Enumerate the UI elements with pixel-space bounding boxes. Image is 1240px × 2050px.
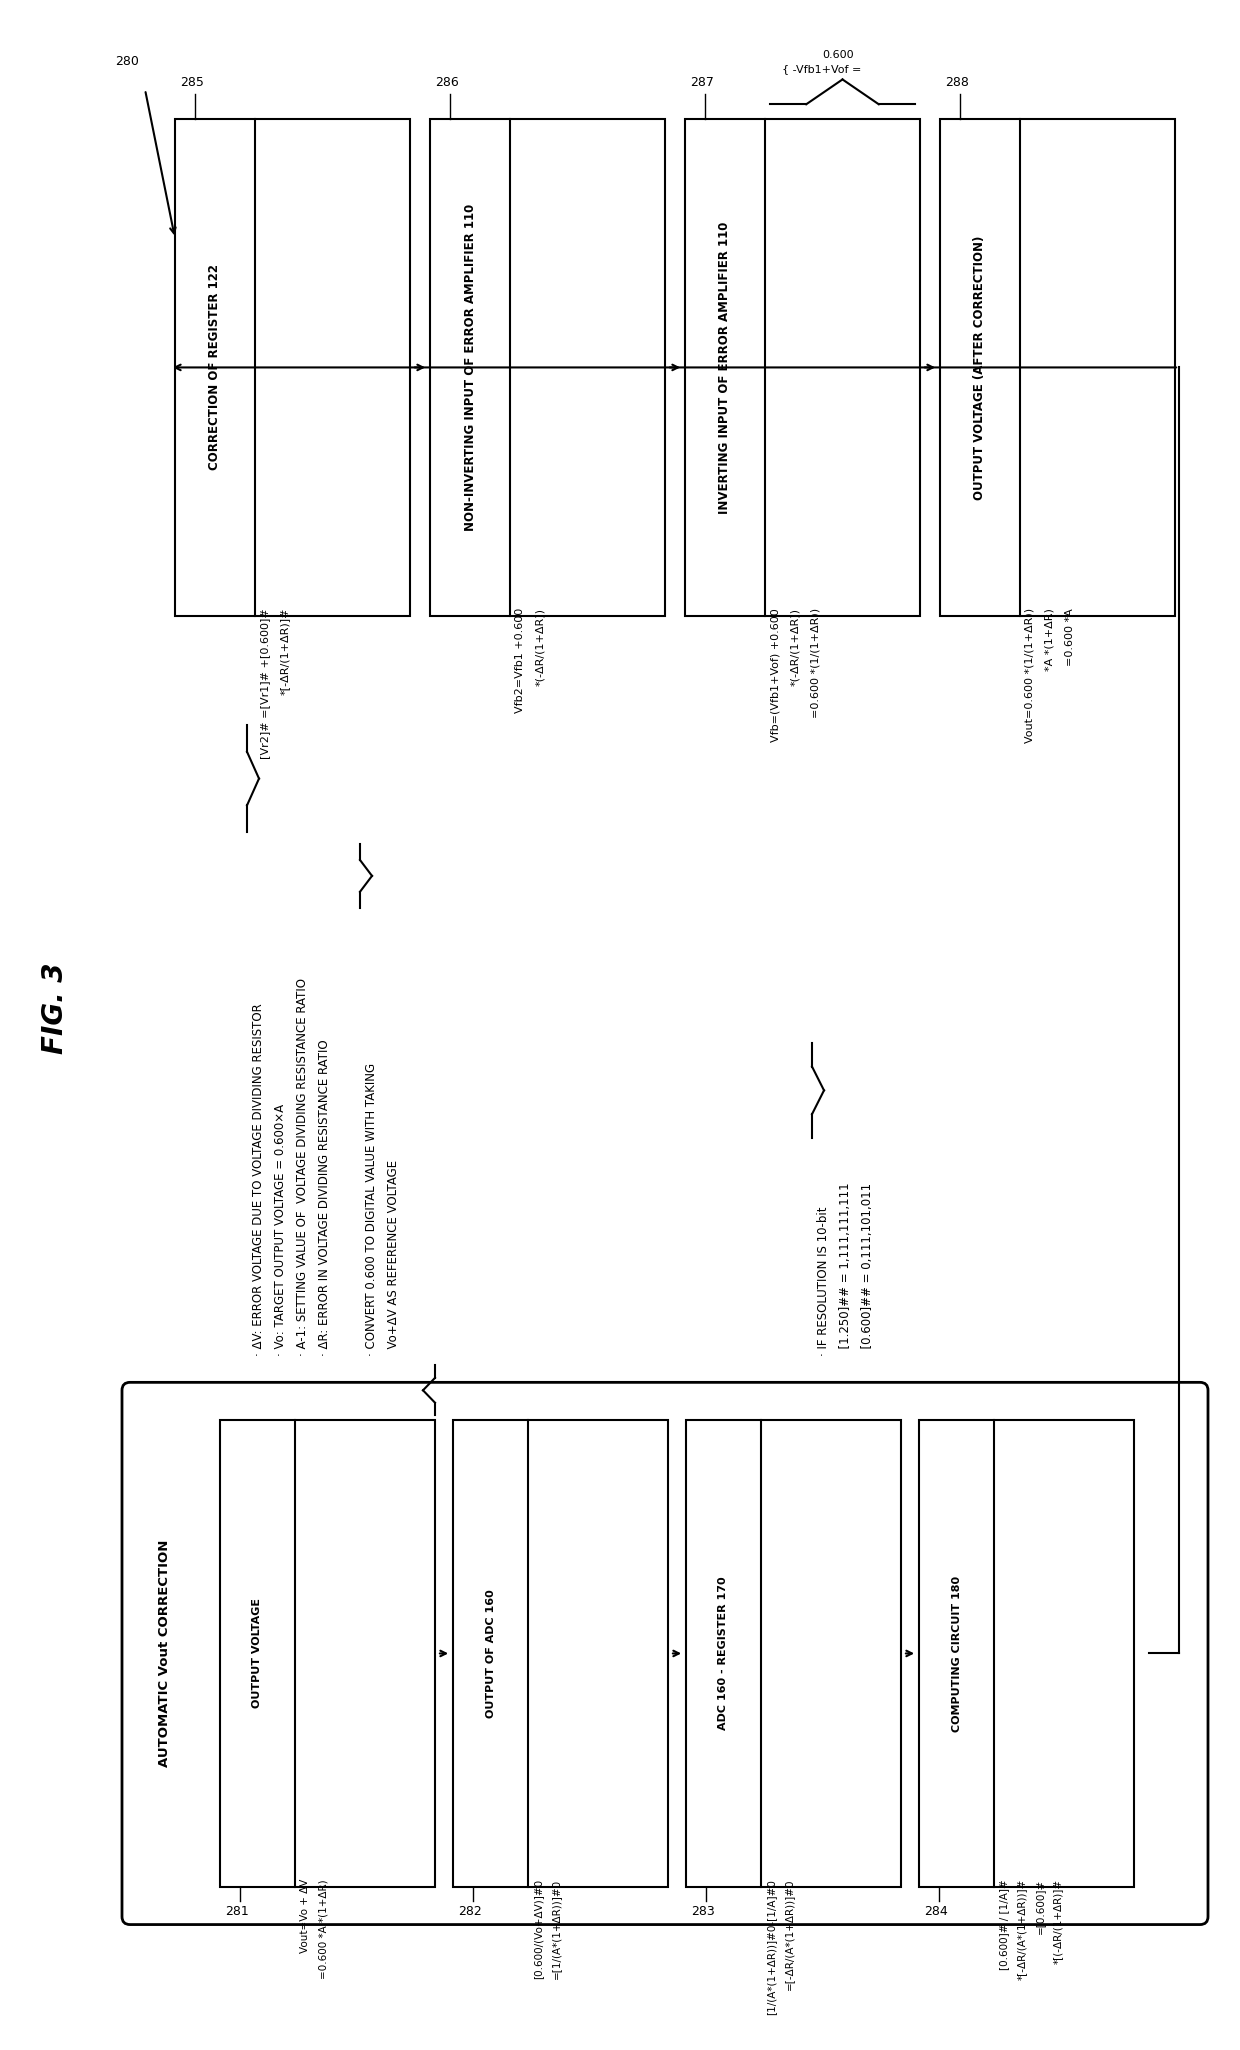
- Text: 0.600: 0.600: [822, 49, 854, 59]
- Text: · A-1: SETTING VALUE OF  VOLTAGE DIVIDING RESISTANCE RATIO: · A-1: SETTING VALUE OF VOLTAGE DIVIDING…: [296, 978, 309, 1355]
- Text: 280: 280: [115, 55, 139, 68]
- Text: *A *(1+ΔR): *A *(1+ΔR): [1045, 607, 1055, 670]
- Text: · ΔR: ERROR IN VOLTAGE DIVIDING RESISTANCE RATIO: · ΔR: ERROR IN VOLTAGE DIVIDING RESISTAN…: [317, 1039, 331, 1355]
- Text: NON-INVERTING INPUT OF ERROR AMPLIFIER 110: NON-INVERTING INPUT OF ERROR AMPLIFIER 1…: [464, 203, 476, 531]
- Text: OUTPUT VOLTAGE: OUTPUT VOLTAGE: [253, 1599, 263, 1708]
- Text: 282: 282: [458, 1904, 482, 1917]
- Text: ADC 160 - REGISTER 170: ADC 160 - REGISTER 170: [718, 1576, 729, 1730]
- Text: · IF RESOLUTION IS 10-bit: · IF RESOLUTION IS 10-bit: [817, 1205, 830, 1355]
- Text: COMPUTING CIRCUIT 180: COMPUTING CIRCUIT 180: [951, 1574, 961, 1732]
- Text: OUTPUT OF ADC 160: OUTPUT OF ADC 160: [486, 1589, 496, 1718]
- Text: *(-ΔR/(1+ΔR)): *(-ΔR/(1+ΔR)): [534, 607, 546, 687]
- Text: =0.600 *A: =0.600 *A: [1065, 607, 1075, 666]
- FancyBboxPatch shape: [122, 1382, 1208, 1925]
- Text: CORRECTION OF REGISTER 122: CORRECTION OF REGISTER 122: [208, 264, 222, 469]
- Text: [Vr2]# =[Vr1]# +[0.600]#: [Vr2]# =[Vr1]# +[0.600]#: [260, 607, 270, 758]
- Bar: [686, 1421, 901, 1886]
- Text: Vfb2=Vfb1 +0.600: Vfb2=Vfb1 +0.600: [515, 607, 525, 713]
- Text: 287: 287: [689, 76, 714, 90]
- Text: [0.600/(Vo+ΔV)]#0: [0.600/(Vo+ΔV)]#0: [533, 1880, 543, 1978]
- Bar: [940, 119, 1176, 615]
- Text: *[(-ΔR/(1+ΔR)]#: *[(-ΔR/(1+ΔR)]#: [1053, 1880, 1063, 1964]
- Text: Vo+ΔV AS REFERENCE VOLTAGE: Vo+ΔV AS REFERENCE VOLTAGE: [387, 1160, 401, 1355]
- Text: *(-ΔR/(1+ΔR)): *(-ΔR/(1+ΔR)): [790, 607, 800, 687]
- Text: =[0.600]#: =[0.600]#: [1035, 1880, 1045, 1933]
- Text: { -Vfb1+Vof =: { -Vfb1+Vof =: [782, 64, 862, 74]
- Text: INVERTING INPUT OF ERROR AMPLIFIER 110: INVERTING INPUT OF ERROR AMPLIFIER 110: [718, 221, 732, 515]
- Text: =[-ΔR/(A*(1+ΔR))]#0: =[-ΔR/(A*(1+ΔR))]#0: [784, 1880, 794, 1991]
- Text: =0.600 *(1/(1+ΔR)): =0.600 *(1/(1+ΔR)): [810, 607, 820, 718]
- Text: =0.600 *A *(1+ΔR): =0.600 *A *(1+ΔR): [317, 1880, 329, 1978]
- Bar: [175, 119, 410, 615]
- Text: 285: 285: [180, 76, 203, 90]
- Text: · ΔV: ERROR VOLTAGE DUE TO VOLTAGE DIVIDING RESISTOR: · ΔV: ERROR VOLTAGE DUE TO VOLTAGE DIVID…: [252, 1002, 265, 1355]
- Text: AUTOMATIC Vout CORRECTION: AUTOMATIC Vout CORRECTION: [159, 1540, 171, 1767]
- Bar: [684, 119, 920, 615]
- Bar: [453, 1421, 668, 1886]
- Text: Vout=0.600 *(1/(1+ΔR)): Vout=0.600 *(1/(1+ΔR)): [1025, 607, 1035, 742]
- Text: · Vo: TARGET OUTPUT VOLTAGE = 0.600×A: · Vo: TARGET OUTPUT VOLTAGE = 0.600×A: [274, 1103, 286, 1355]
- Text: [0.600]# / [1/A]#: [0.600]# / [1/A]#: [999, 1880, 1009, 1970]
- Text: [1.250]## = 1,111,111,111: [1.250]## = 1,111,111,111: [839, 1183, 852, 1355]
- Bar: [219, 1421, 435, 1886]
- Text: 281: 281: [224, 1904, 249, 1917]
- Text: 284: 284: [924, 1904, 947, 1917]
- Text: =[1/(A*(1+ΔR))]#0: =[1/(A*(1+ΔR))]#0: [551, 1880, 560, 1978]
- Bar: [919, 1421, 1135, 1886]
- Text: 286: 286: [435, 76, 459, 90]
- Text: *[-ΔR/(A*(1+ΔR))]#: *[-ΔR/(A*(1+ΔR))]#: [1017, 1880, 1027, 1980]
- Text: OUTPUT VOLTAGE (AFTER CORRECTION): OUTPUT VOLTAGE (AFTER CORRECTION): [973, 236, 987, 500]
- Text: 283: 283: [691, 1904, 714, 1917]
- Text: *[-ΔR/(1+ΔR)]#: *[-ΔR/(1+ΔR)]#: [280, 607, 290, 695]
- Bar: [430, 119, 665, 615]
- Text: [1/(A*(1+ΔR))]#0-[1/A]#0: [1/(A*(1+ΔR))]#0-[1/A]#0: [766, 1880, 776, 2015]
- Text: Vfb=(Vfb1+Vof) +0.600: Vfb=(Vfb1+Vof) +0.600: [770, 607, 780, 742]
- Text: · CONVERT 0.600 TO DIGITAL VALUE WITH TAKING: · CONVERT 0.600 TO DIGITAL VALUE WITH TA…: [365, 1062, 378, 1355]
- Text: 288: 288: [945, 76, 968, 90]
- Text: FIG. 3: FIG. 3: [41, 961, 69, 1054]
- Text: [0.600]## = 0,111,101,011: [0.600]## = 0,111,101,011: [861, 1183, 874, 1355]
- Text: Vout=Vo + ΔV: Vout=Vo + ΔV: [300, 1880, 310, 1954]
